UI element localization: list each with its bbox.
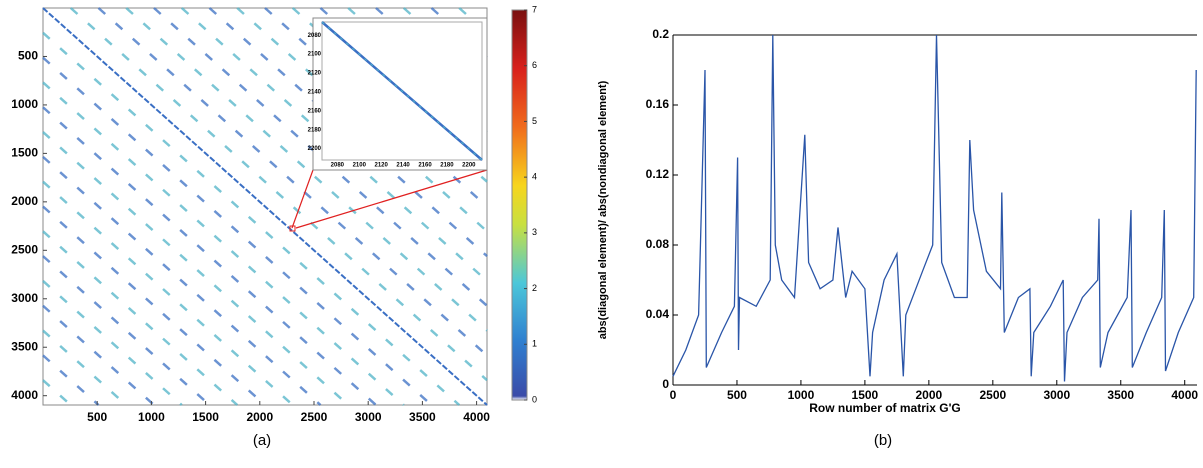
diagonal-band <box>42 255 211 406</box>
colorbar-tick-label: 1 <box>532 339 537 349</box>
inset-x-tick-label: 2160 <box>418 163 432 169</box>
colorbar-tick-label: 2 <box>532 283 537 293</box>
colorbar-tick-label: 6 <box>532 60 537 70</box>
x-tick-label: 3000 <box>355 410 382 424</box>
inset-y-tick-label: 2100 <box>308 52 322 58</box>
diagonal-band <box>264 7 488 208</box>
caption: (b) <box>874 432 892 449</box>
x-tick-label: 1500 <box>192 410 219 424</box>
inset-x-tick-label: 2080 <box>331 163 345 169</box>
zoom-line <box>295 169 488 229</box>
x-tick-label: 1000 <box>788 388 815 402</box>
diagonal-band <box>42 304 155 406</box>
inset-x-tick-label: 2200 <box>462 163 476 169</box>
y-tick-label: 4000 <box>11 388 38 402</box>
inset-y-tick-label: 2200 <box>308 146 322 152</box>
colorbar-tick-label: 7 <box>532 4 537 14</box>
y-tick-label: 2000 <box>11 194 38 208</box>
diagonal-band <box>42 155 322 406</box>
x-tick-label: 3000 <box>1043 388 1070 402</box>
diagonal-band <box>42 56 433 406</box>
x-tick-label: 1500 <box>852 388 879 402</box>
caption: (a) <box>253 432 271 449</box>
zoom-line <box>291 169 314 229</box>
x-tick-label: 4000 <box>463 410 490 424</box>
diagonal-band <box>42 31 461 406</box>
data-line <box>672 34 1197 382</box>
inset-y-tick-label: 2180 <box>308 127 322 133</box>
inset-x-tick-label: 2120 <box>374 163 388 169</box>
x-tick-label: 3500 <box>409 410 436 424</box>
inset-x-tick-label: 2140 <box>396 163 410 169</box>
x-axis-label: Row number of matrix G'G <box>809 401 961 415</box>
x-tick-label: 2500 <box>301 410 328 424</box>
inset-y-tick-label: 2120 <box>308 71 322 77</box>
diagonal-band <box>42 106 377 406</box>
x-tick-label: 500 <box>727 388 747 402</box>
colorbar-tick-label: 0 <box>532 394 537 404</box>
diagonal-band <box>153 7 488 307</box>
x-tick-label: 2000 <box>916 388 943 402</box>
inset-y-tick-label: 2080 <box>308 33 322 39</box>
y-tick-label: 0 <box>662 377 669 391</box>
colorbar <box>511 9 528 401</box>
diagonal-band <box>42 180 294 406</box>
diagonal-band <box>97 7 488 357</box>
diagonal-band <box>42 329 128 406</box>
y-axis-label: abs(diagonal element)/ abs(nondiagonal e… <box>597 80 609 339</box>
y-tick-label: 3500 <box>11 339 38 353</box>
inset-frame <box>312 17 488 171</box>
y-tick-label: 1000 <box>11 97 38 111</box>
y-tick-label: 0.16 <box>646 97 670 111</box>
inset-y-tick-label: 2160 <box>308 108 322 114</box>
inset-x-tick-label: 2180 <box>440 163 454 169</box>
y-tick-label: 0.12 <box>646 167 670 181</box>
y-tick-label: 3000 <box>11 291 38 305</box>
x-tick-label: 2500 <box>979 388 1006 402</box>
inset-y-tick-label: 2140 <box>308 90 322 96</box>
x-tick-label: 500 <box>87 410 107 424</box>
diagonal-band <box>42 205 266 406</box>
diagonal-band <box>42 379 72 406</box>
inset-diagonal-detail <box>321 21 483 161</box>
x-tick-label: 4000 <box>1171 388 1198 402</box>
diagonal-band <box>42 7 488 406</box>
zoom-box <box>289 225 296 232</box>
inset-x-tick-label: 2100 <box>353 163 367 169</box>
diagonal-band <box>42 280 183 406</box>
y-tick-label: 0.2 <box>652 27 669 41</box>
colorbar-tick-label: 5 <box>532 116 537 126</box>
inset-plot <box>321 21 483 161</box>
x-tick-label: 0 <box>670 388 677 402</box>
x-tick-label: 1000 <box>138 410 165 424</box>
y-tick-label: 1500 <box>11 146 38 160</box>
colorbar-tick-label: 3 <box>532 227 537 237</box>
y-tick-label: 500 <box>18 49 38 63</box>
diagonal-band <box>69 7 488 382</box>
y-tick-label: 0.04 <box>646 307 670 321</box>
colorbar-tick-label: 4 <box>532 172 537 182</box>
x-tick-label: 2000 <box>246 410 273 424</box>
y-tick-label: 2500 <box>11 242 38 256</box>
y-tick-label: 0.08 <box>646 237 670 251</box>
x-tick-label: 3500 <box>1107 388 1134 402</box>
